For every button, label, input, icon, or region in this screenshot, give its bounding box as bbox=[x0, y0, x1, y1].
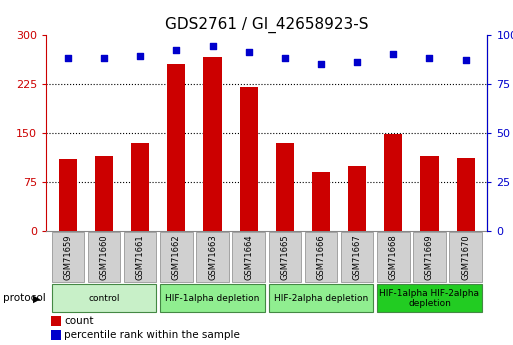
Text: HIF-1alpha HIF-2alpha
depletion: HIF-1alpha HIF-2alpha depletion bbox=[380, 289, 480, 308]
Bar bbox=[276, 143, 294, 231]
Bar bbox=[240, 87, 258, 231]
Point bbox=[389, 51, 398, 57]
Point bbox=[136, 53, 144, 59]
Point bbox=[462, 57, 470, 63]
Bar bbox=[95, 156, 113, 231]
Text: GSM71663: GSM71663 bbox=[208, 234, 217, 280]
Bar bbox=[124, 232, 156, 282]
Bar bbox=[232, 232, 265, 282]
Bar bbox=[131, 143, 149, 231]
Text: ▶: ▶ bbox=[33, 294, 41, 303]
Bar bbox=[384, 134, 402, 231]
Text: HIF-2alpha depletion: HIF-2alpha depletion bbox=[274, 294, 368, 303]
Text: protocol: protocol bbox=[3, 294, 45, 303]
Bar bbox=[167, 64, 185, 231]
Text: HIF-1alpha depletion: HIF-1alpha depletion bbox=[165, 294, 260, 303]
Text: GSM71660: GSM71660 bbox=[100, 234, 109, 280]
Text: control: control bbox=[88, 294, 120, 303]
Point bbox=[281, 55, 289, 61]
Point bbox=[245, 49, 253, 55]
Bar bbox=[88, 232, 121, 282]
Title: GDS2761 / GI_42658923-S: GDS2761 / GI_42658923-S bbox=[165, 17, 368, 33]
Text: GSM71665: GSM71665 bbox=[280, 234, 289, 280]
Bar bbox=[305, 232, 337, 282]
Text: GSM71659: GSM71659 bbox=[64, 234, 72, 280]
Text: GSM71666: GSM71666 bbox=[317, 234, 326, 280]
Text: GSM71670: GSM71670 bbox=[461, 234, 470, 280]
Point bbox=[64, 55, 72, 61]
Text: GSM71662: GSM71662 bbox=[172, 234, 181, 280]
Text: GSM71669: GSM71669 bbox=[425, 234, 434, 280]
Bar bbox=[196, 232, 229, 282]
Point bbox=[317, 61, 325, 67]
Text: GSM71667: GSM71667 bbox=[352, 234, 362, 280]
Bar bbox=[341, 232, 373, 282]
Bar bbox=[160, 232, 192, 282]
Bar bbox=[269, 232, 301, 282]
Bar bbox=[52, 232, 84, 282]
Text: count: count bbox=[64, 316, 94, 326]
Bar bbox=[348, 166, 366, 231]
Bar bbox=[377, 232, 409, 282]
Bar bbox=[204, 58, 222, 231]
Text: GSM71664: GSM71664 bbox=[244, 234, 253, 280]
Bar bbox=[457, 158, 475, 231]
Bar bbox=[160, 284, 265, 313]
Text: percentile rank within the sample: percentile rank within the sample bbox=[64, 330, 240, 340]
Bar bbox=[52, 284, 156, 313]
Bar bbox=[449, 232, 482, 282]
Text: GSM71661: GSM71661 bbox=[136, 234, 145, 280]
Bar bbox=[269, 284, 373, 313]
Bar bbox=[59, 159, 77, 231]
Point bbox=[208, 43, 216, 49]
Bar bbox=[377, 284, 482, 313]
Point bbox=[172, 48, 181, 53]
Text: GSM71668: GSM71668 bbox=[389, 234, 398, 280]
Point bbox=[100, 55, 108, 61]
Bar bbox=[312, 172, 330, 231]
Bar bbox=[413, 232, 446, 282]
Bar bbox=[421, 156, 439, 231]
Point bbox=[353, 59, 361, 65]
Point bbox=[425, 55, 433, 61]
